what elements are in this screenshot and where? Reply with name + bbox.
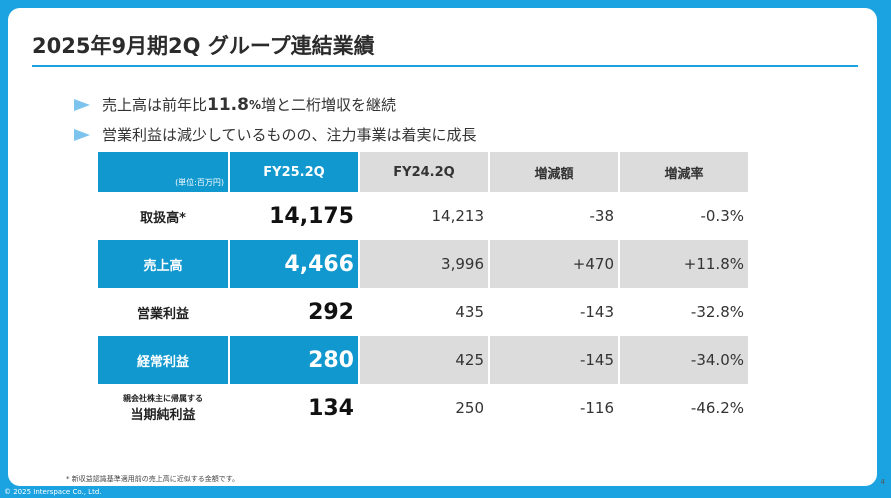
unit-note: (単位:百万円) <box>98 152 228 192</box>
row-label: 経常利益 <box>98 336 228 384</box>
current-value: 14,175 <box>269 203 354 229</box>
change-amount: -116 <box>579 399 614 417</box>
bullet-2: 営業利益は減少しているものの、注力事業は着実に成長 <box>74 124 477 145</box>
bullet-1-highlight: 11.8 <box>207 94 249 115</box>
prior-value: 14,213 <box>431 207 485 225</box>
triangle-bullet-icon <box>74 128 90 141</box>
table-row: 売上高 4,466 3,996 +470 +11.8% <box>98 240 748 288</box>
prior-value: 3,996 <box>360 240 488 288</box>
header-change-amount: 増減額 <box>490 152 618 192</box>
change-rate: -34.0% <box>620 336 748 384</box>
bullet-1-unit: % <box>248 97 261 112</box>
prior-value: 250 <box>455 399 484 417</box>
footnote: * 新収益認識基準適用前の売上高に近似する金額です。 <box>66 475 240 483</box>
row-label-sub: 親会社株主に帰属する <box>123 394 203 403</box>
bullet-1-prefix: 売上高は前年比 <box>102 96 208 114</box>
page-title: 2025年9月期2Q グループ連結業績 <box>32 34 375 58</box>
header-fy25-2q: FY25.2Q <box>230 152 358 192</box>
prior-value: 435 <box>455 303 484 321</box>
title-divider <box>32 65 858 67</box>
change-amount: +470 <box>490 240 618 288</box>
table-row: 親会社株主に帰属する 当期純利益 134 250 -116 -46.2% <box>98 384 748 432</box>
current-value: 134 <box>308 395 354 421</box>
bullet-1: 売上高は前年比 11.8% 増と二桁増収を継続 <box>74 94 396 115</box>
row-label-main: 当期純利益 <box>130 408 196 423</box>
table-row: 営業利益 292 435 -143 -32.8% <box>98 288 748 336</box>
header-fy24-2q: FY24.2Q <box>360 152 488 192</box>
change-rate: +11.8% <box>620 240 748 288</box>
table-row: 経常利益 280 425 -145 -34.0% <box>98 336 748 384</box>
bullet-1-suffix: 増と二桁増収を継続 <box>261 96 397 114</box>
change-rate: -46.2% <box>690 399 744 417</box>
header-change-rate: 増減率 <box>620 152 748 192</box>
row-label: 営業利益 <box>136 306 189 322</box>
change-rate: -0.3% <box>700 207 744 225</box>
page-number: 4 <box>880 478 885 486</box>
copyright: © 2025 Interspace Co., Ltd. <box>4 488 102 496</box>
row-label: 売上高 <box>98 240 228 288</box>
current-value: 280 <box>230 336 358 384</box>
row-label: 親会社株主に帰属する 当期純利益 <box>98 384 228 432</box>
change-amount: -38 <box>589 207 615 225</box>
row-label: 取扱高* <box>140 210 186 226</box>
change-rate: -32.8% <box>690 303 744 321</box>
change-amount: -143 <box>579 303 614 321</box>
current-value: 292 <box>308 299 354 325</box>
prior-value: 425 <box>360 336 488 384</box>
current-value: 4,466 <box>230 240 358 288</box>
table-header-row: (単位:百万円) FY25.2Q FY24.2Q 増減額 増減率 <box>98 152 748 192</box>
change-amount: -145 <box>490 336 618 384</box>
triangle-bullet-icon <box>74 98 90 111</box>
table-row: 取扱高* 14,175 14,213 -38 -0.3% <box>98 192 748 240</box>
financial-table: (単位:百万円) FY25.2Q FY24.2Q 増減額 増減率 取扱高* 14… <box>96 152 750 432</box>
bullet-2-text: 営業利益は減少しているものの、注力事業は着実に成長 <box>102 126 477 144</box>
